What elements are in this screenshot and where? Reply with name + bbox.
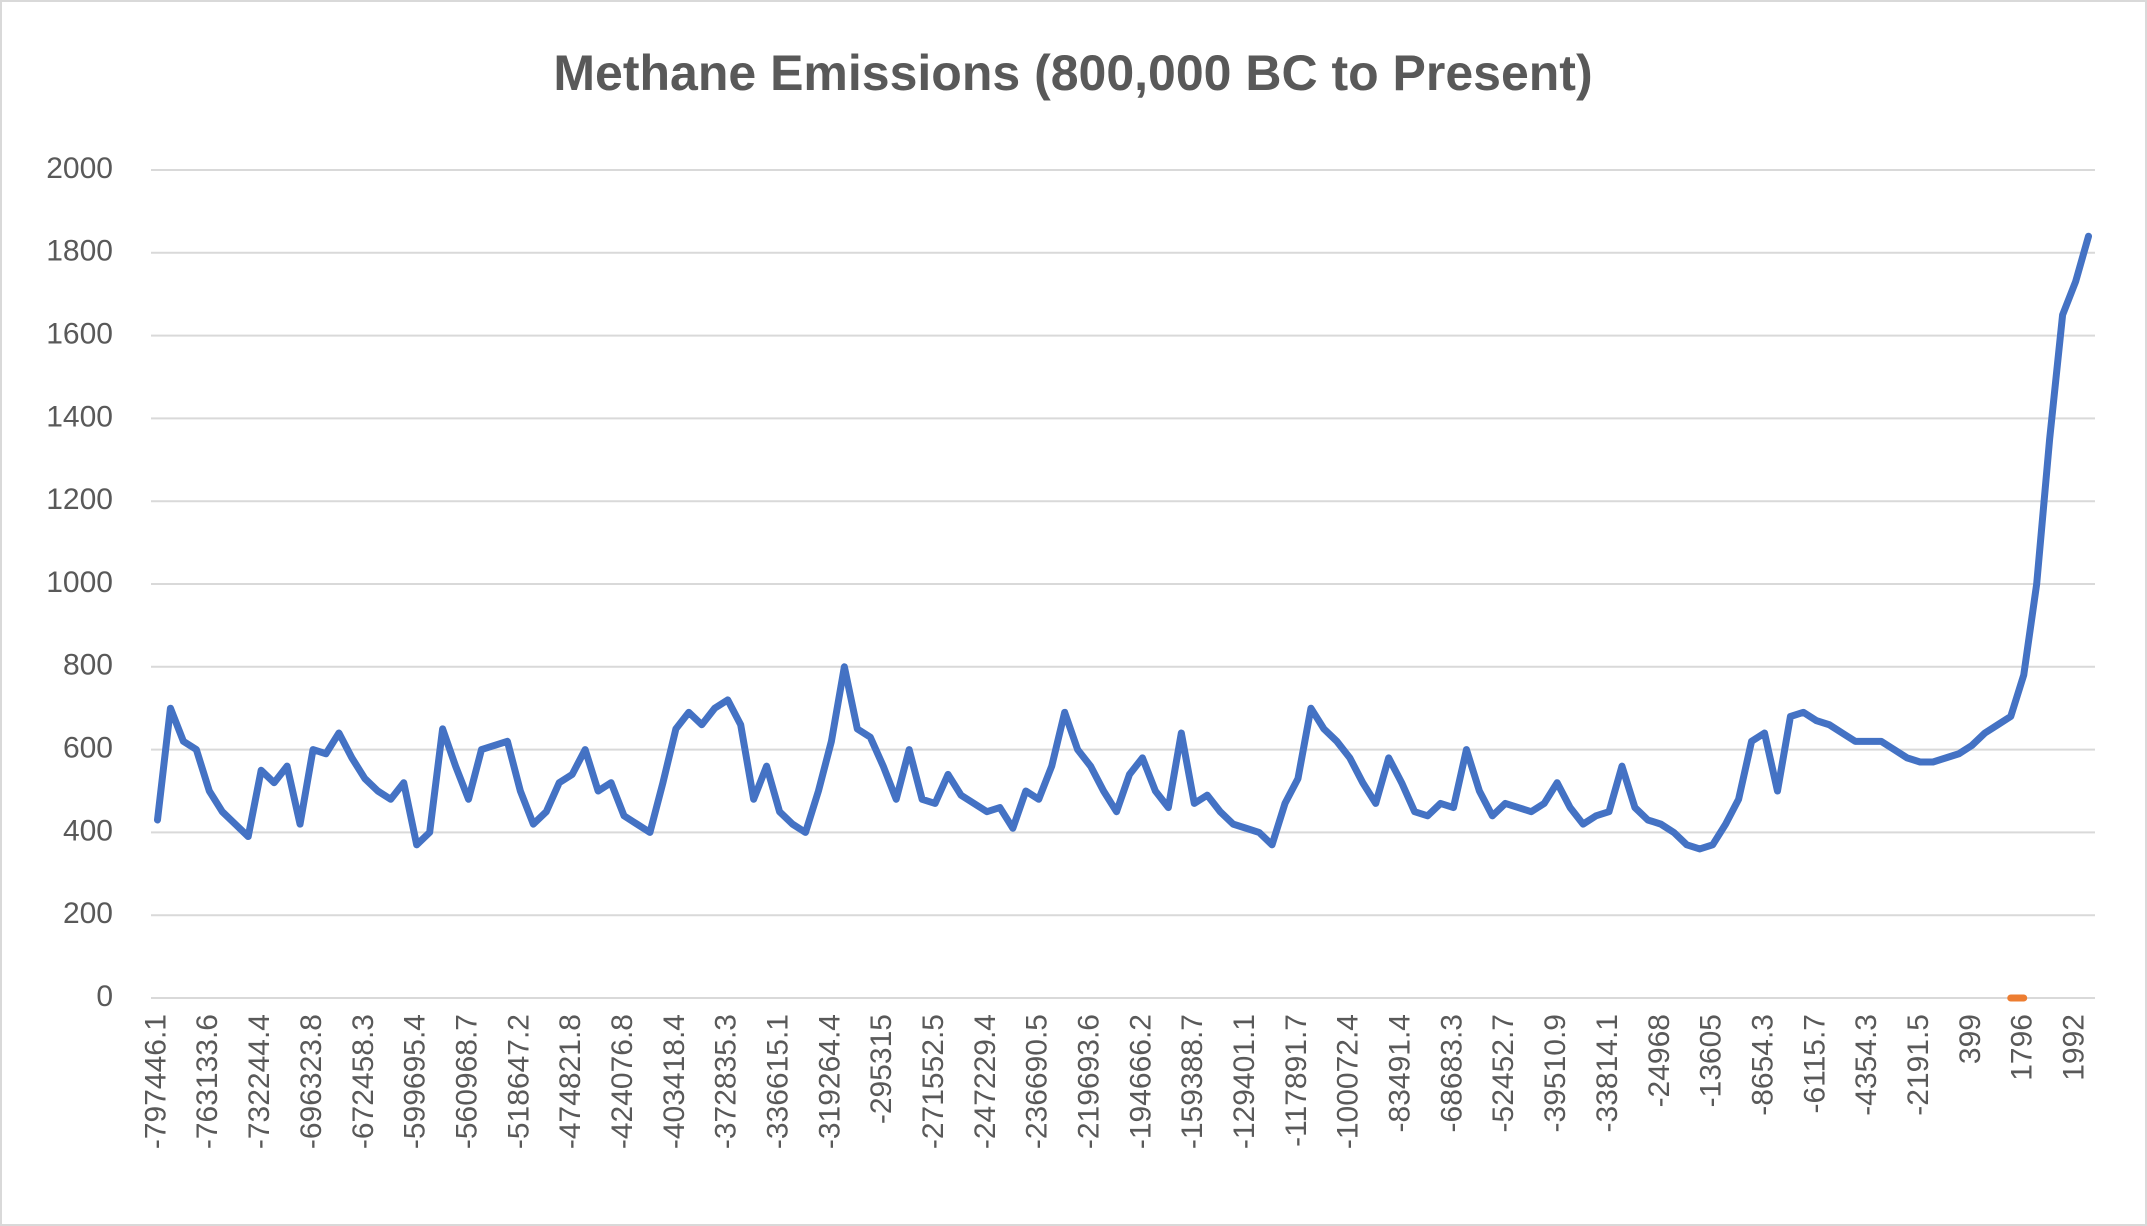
x-tick-label: -599695.4 bbox=[399, 1014, 432, 1149]
x-tick-label: -194666.2 bbox=[1124, 1014, 1157, 1149]
x-tick-label: -117891.7 bbox=[1280, 1014, 1313, 1147]
x-tick-label: -474821.8 bbox=[554, 1014, 587, 1149]
y-tick-label: 800 bbox=[63, 649, 113, 682]
x-tick-label: -560968.7 bbox=[450, 1014, 483, 1149]
x-tick-label: -159388.7 bbox=[1176, 1014, 1209, 1149]
x-tick-label: -129401.1 bbox=[1228, 1014, 1261, 1149]
x-tick-label: -696323.8 bbox=[295, 1014, 328, 1149]
x-tick-label: -100072.4 bbox=[1332, 1014, 1365, 1149]
x-tick-label: -219693.6 bbox=[1073, 1014, 1106, 1149]
y-tick-label: 1200 bbox=[46, 483, 113, 516]
x-tick-label: -13605 bbox=[1695, 1014, 1728, 1107]
x-tick-label: -295315 bbox=[865, 1014, 898, 1124]
y-tick-label: 0 bbox=[96, 980, 113, 1013]
x-tick-label: -763133.6 bbox=[191, 1014, 224, 1149]
x-tick-label: -319264.4 bbox=[813, 1014, 846, 1149]
x-tick-label: -8654.3 bbox=[1746, 1014, 1779, 1116]
x-tick-label: -247229.4 bbox=[969, 1014, 1002, 1149]
x-tick-label: -6115.7 bbox=[1798, 1014, 1831, 1114]
x-tick-label: -236690.5 bbox=[1021, 1014, 1054, 1149]
x-tick-label: -271552.5 bbox=[917, 1014, 950, 1149]
x-tick-label: -518647.2 bbox=[502, 1014, 535, 1149]
series-line bbox=[153, 232, 2093, 853]
y-tick-label: 1600 bbox=[46, 318, 113, 351]
x-tick-label: -68683.3 bbox=[1435, 1014, 1468, 1132]
x-tick-label: -39510.9 bbox=[1539, 1014, 1572, 1132]
y-tick-label: 1400 bbox=[46, 400, 113, 433]
x-tick-label: -52452.7 bbox=[1487, 1014, 1520, 1132]
x-tick-label: -2191.5 bbox=[1902, 1014, 1935, 1116]
x-tick-label: -4354.3 bbox=[1850, 1014, 1883, 1116]
x-tick-label: -336615.1 bbox=[761, 1014, 794, 1149]
x-tick-label: -732244.4 bbox=[243, 1014, 276, 1149]
y-tick-label: 1800 bbox=[46, 235, 113, 268]
x-tick-label: -403418.4 bbox=[658, 1014, 691, 1149]
y-tick-label: 600 bbox=[63, 732, 113, 765]
y-tick-label: 2000 bbox=[46, 152, 113, 185]
x-tick-label: -33814.1 bbox=[1591, 1014, 1624, 1132]
x-tick-label: -424076.8 bbox=[606, 1014, 639, 1149]
x-tick-label: -372835.3 bbox=[710, 1014, 743, 1149]
x-tick-label: -83491.4 bbox=[1384, 1014, 1417, 1132]
x-tick-label: -672458.3 bbox=[347, 1014, 380, 1149]
y-tick-label: 400 bbox=[63, 814, 113, 847]
y-tick-label: 200 bbox=[63, 897, 113, 930]
x-tick-label: 1992 bbox=[2057, 1014, 2090, 1081]
chart-title: Methane Emissions (800,000 BC to Present… bbox=[553, 45, 1592, 101]
x-tick-label: -797446.1 bbox=[139, 1014, 172, 1149]
x-tick-label: -24968 bbox=[1643, 1014, 1676, 1107]
x-tick-label: 399 bbox=[1954, 1014, 1987, 1064]
y-tick-label: 1000 bbox=[46, 566, 113, 599]
x-tick-label: 1796 bbox=[2006, 1014, 2039, 1081]
